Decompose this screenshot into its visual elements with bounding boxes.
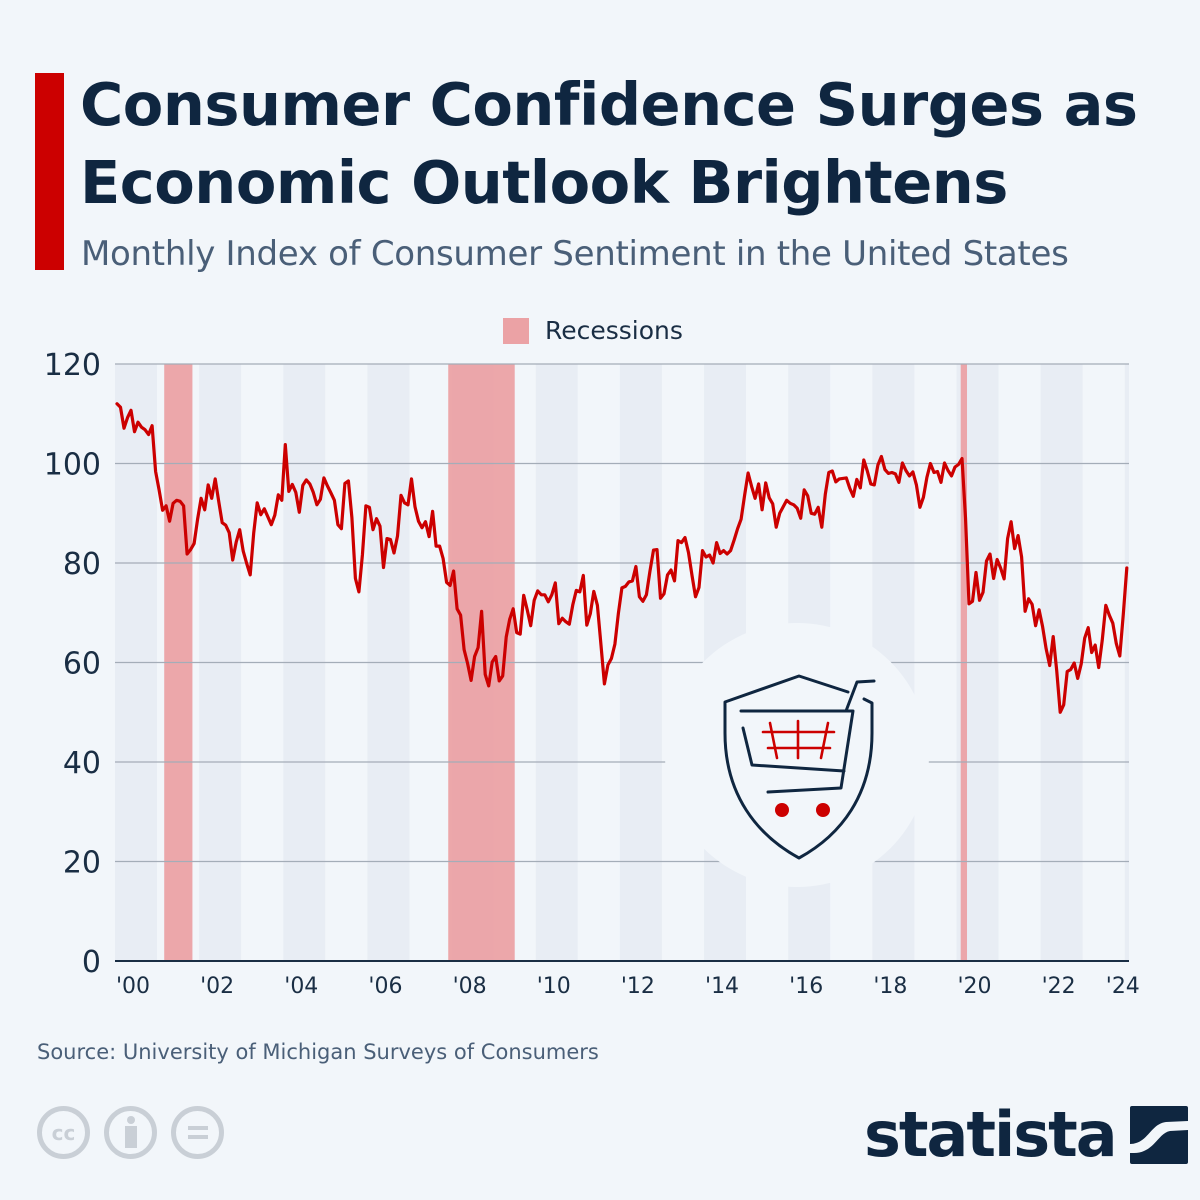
source-note: Source: University of Michigan Surveys o… xyxy=(37,1040,599,1064)
y-tick-label: 0 xyxy=(82,945,101,980)
legend-swatch-recessions xyxy=(503,317,529,344)
license-icons: cc xyxy=(37,1106,224,1159)
title-accent-bar xyxy=(35,73,64,270)
x-tick-label: '00 xyxy=(116,974,150,999)
x-tick-label: '06 xyxy=(368,974,402,999)
x-tick-label: '08 xyxy=(453,974,487,999)
legend: Recessions xyxy=(503,316,683,345)
statista-logo[interactable]: statista xyxy=(864,1100,1188,1170)
chart: 0 20 40 60 80 100 120 '00 '02 '04 '06 '08 '10 '12 '14… xyxy=(44,348,1140,999)
x-tick-label: '12 xyxy=(621,974,655,999)
y-tick-label: 100 xyxy=(44,448,101,483)
x-tick-label: '22 xyxy=(1042,974,1076,999)
x-tick-label: '24 xyxy=(1106,974,1140,999)
x-tick-label: '04 xyxy=(284,974,318,999)
series-line-consumer-sentiment xyxy=(115,402,1129,714)
no-derivatives-icon[interactable] xyxy=(171,1106,224,1159)
y-tick-label: 40 xyxy=(63,746,101,781)
x-tick-label: '20 xyxy=(957,974,991,999)
x-tick-label: '10 xyxy=(537,974,571,999)
x-axis-labels: '00 '02 '04 '06 '08 '10 '12 '14 '16 '18 '20 '22 '24 xyxy=(116,974,1140,999)
brand-wordmark: statista xyxy=(864,1098,1118,1171)
legend-label-recessions: Recessions xyxy=(545,316,683,345)
cc-icon[interactable]: cc xyxy=(37,1106,90,1159)
chart-subtitle: Monthly Index of Consumer Sentiment in t… xyxy=(81,234,1069,274)
chart-title: Consumer Confidence Surges as Economic O… xyxy=(80,70,1138,217)
shopping-cart-shield-icon xyxy=(723,674,876,860)
statista-logo-icon xyxy=(1129,1106,1188,1164)
attribution-icon[interactable] xyxy=(104,1106,157,1159)
y-tick-label: 60 xyxy=(63,647,101,682)
x-tick-label: '18 xyxy=(873,974,907,999)
x-tick-label: '16 xyxy=(789,974,823,999)
y-axis-labels: 0 20 40 60 80 100 120 xyxy=(44,348,101,980)
y-tick-label: 120 xyxy=(44,348,101,383)
y-tick-label: 20 xyxy=(63,846,101,881)
y-tick-label: 80 xyxy=(63,547,101,582)
x-tick-label: '02 xyxy=(200,974,234,999)
x-tick-label: '14 xyxy=(705,974,739,999)
